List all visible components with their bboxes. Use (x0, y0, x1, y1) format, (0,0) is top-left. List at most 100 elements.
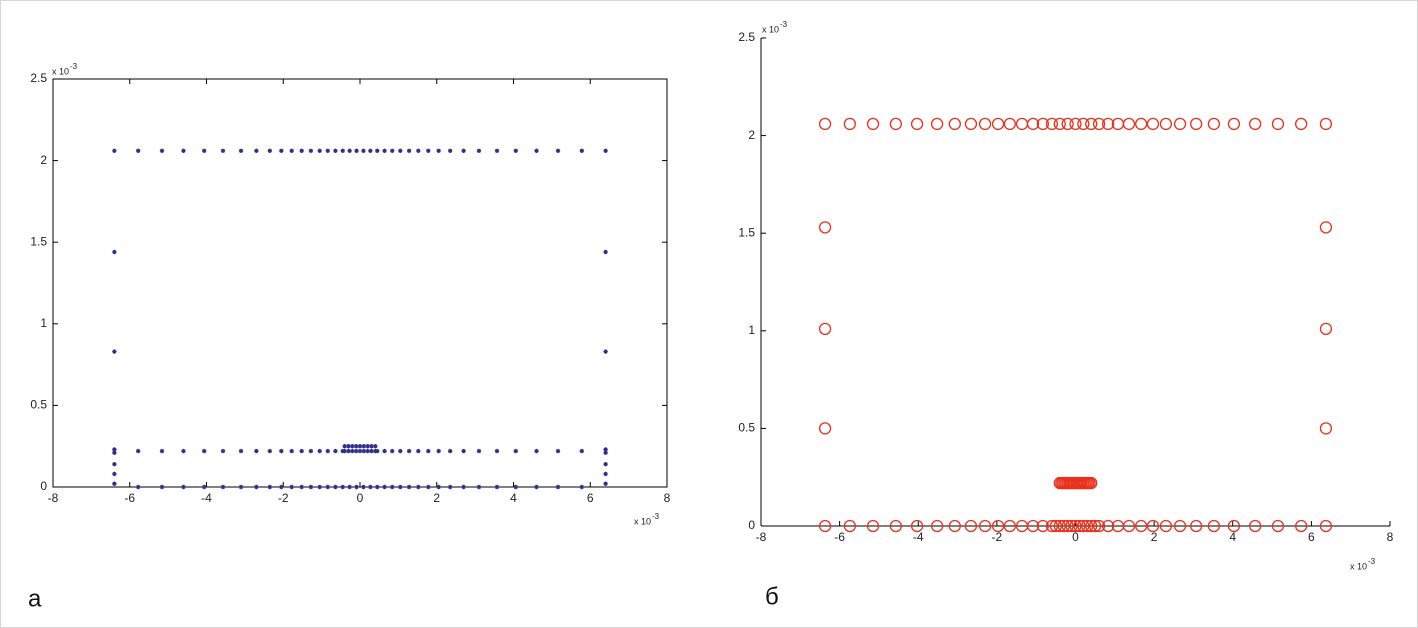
point (948, 519, 961, 533)
point (426, 448, 431, 454)
point (1045, 117, 1059, 131)
point (1249, 117, 1262, 131)
point (267, 484, 273, 490)
point (1049, 519, 1062, 533)
point (112, 447, 117, 452)
point (1015, 117, 1029, 131)
x-tick-label: -6 (124, 491, 135, 505)
point (1089, 519, 1102, 533)
point (112, 461, 117, 467)
point (866, 519, 880, 533)
point (220, 448, 226, 454)
point (347, 484, 352, 490)
point (579, 484, 585, 490)
point (436, 484, 441, 490)
point (333, 148, 338, 154)
point (603, 249, 608, 255)
point (1249, 519, 1262, 533)
point (289, 448, 294, 454)
point (818, 221, 832, 234)
point (818, 519, 832, 533)
point (910, 519, 924, 533)
point (436, 148, 441, 154)
point (1069, 117, 1082, 131)
point (346, 444, 351, 449)
point (889, 117, 902, 131)
point (603, 148, 608, 154)
point (350, 444, 355, 449)
y-tick-label: 1 (748, 323, 755, 337)
point (333, 448, 338, 454)
point (1036, 117, 1050, 131)
point (1092, 519, 1106, 533)
point (1319, 519, 1333, 533)
scale-multiplier: x 10 (634, 516, 651, 526)
point (254, 484, 259, 490)
point (964, 117, 978, 131)
point (1190, 519, 1203, 533)
point (1159, 519, 1173, 533)
point (159, 148, 165, 154)
point (390, 148, 395, 154)
x-tick-label: -8 (756, 530, 767, 544)
point (534, 148, 539, 154)
panel-label: б (765, 583, 779, 610)
point (991, 519, 1005, 533)
x-tick-label: -8 (48, 491, 59, 505)
point (494, 448, 500, 454)
point (368, 484, 373, 490)
point (1319, 422, 1333, 435)
point (346, 448, 351, 454)
point (1065, 519, 1078, 533)
point (416, 148, 421, 154)
point (279, 148, 284, 154)
y-tick-label: 2 (748, 128, 755, 142)
point (1057, 519, 1070, 533)
point (1061, 519, 1074, 533)
point (361, 484, 366, 490)
point (365, 448, 370, 454)
point (513, 448, 519, 454)
point (910, 117, 924, 131)
point (579, 448, 585, 454)
point (357, 444, 363, 449)
y-tick-label: 2 (40, 153, 47, 167)
point (555, 148, 561, 154)
point (948, 117, 961, 131)
point (1003, 519, 1016, 533)
point (390, 484, 395, 490)
point (843, 117, 856, 131)
point (357, 448, 363, 454)
point (382, 448, 387, 454)
point (308, 484, 314, 490)
point (368, 148, 373, 154)
point (254, 448, 259, 454)
point (398, 448, 403, 454)
point (426, 148, 431, 154)
point (340, 484, 345, 490)
point (406, 484, 412, 490)
point (513, 148, 519, 154)
y-tick-label: 0.5 (30, 398, 47, 412)
point (461, 484, 466, 490)
x-tick-label: 6 (587, 491, 594, 505)
point (1085, 476, 1098, 490)
x-tick-label: -2 (278, 491, 289, 505)
point (818, 117, 832, 131)
point (279, 448, 284, 454)
y-tick-label: 1.5 (738, 225, 755, 239)
point (1077, 117, 1090, 131)
scale-exponent: -3 (70, 62, 78, 71)
point (135, 448, 141, 454)
point (416, 484, 421, 490)
point (373, 444, 378, 449)
point (1026, 117, 1040, 131)
x-tick-label: 2 (433, 491, 440, 505)
point (201, 148, 207, 154)
point (1146, 117, 1160, 131)
point (1053, 117, 1066, 131)
point (1061, 117, 1074, 131)
point (818, 422, 832, 435)
point (436, 448, 441, 454)
